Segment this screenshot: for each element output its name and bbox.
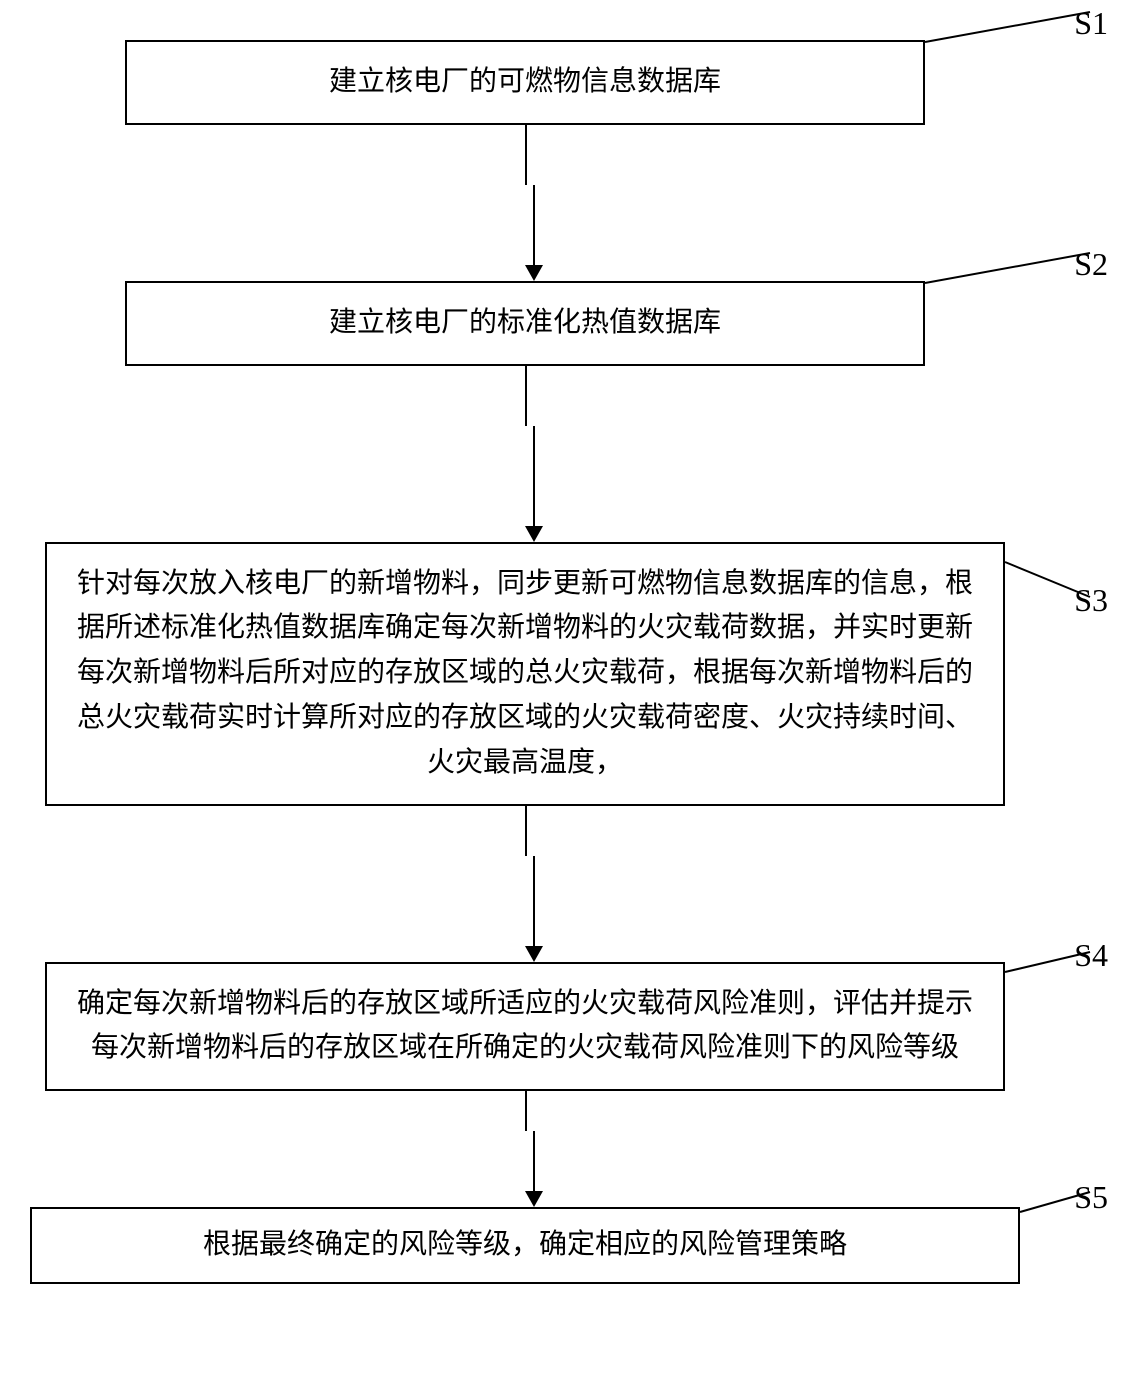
arrow-2 (525, 426, 543, 542)
step-row-s4: 确定每次新增物料后的存放区域所适应的火灾载荷风险准则，评估并提示每次新增物料后的… (30, 962, 1118, 1092)
step-box-s5: 根据最终确定的风险等级，确定相应的风险管理策略 (30, 1207, 1020, 1284)
arrow-3 (525, 856, 543, 962)
step-row-s3: 针对每次放入核电厂的新增物料，同步更新可燃物信息数据库的信息，根据所述标准化热值… (30, 542, 1118, 806)
step-box-s2: 建立核电厂的标准化热值数据库 (125, 281, 925, 366)
arrow-4 (525, 1131, 543, 1207)
connector-line-2 (525, 366, 527, 426)
step-text-s5: 根据最终确定的风险等级，确定相应的风险管理策略 (203, 1229, 847, 1260)
step-text-s3: 针对每次放入核电厂的新增物料，同步更新可燃物信息数据库的信息，根据所述标准化热值… (77, 568, 973, 778)
step-row-s1: 建立核电厂的可燃物信息数据库 S1 (30, 40, 1118, 125)
step-row-s2: 建立核电厂的标准化热值数据库 S2 (30, 281, 1118, 366)
connector-line-1 (525, 125, 527, 185)
step-box-s4: 确定每次新增物料后的存放区域所适应的火灾载荷风险准则，评估并提示每次新增物料后的… (45, 962, 1005, 1092)
step-label-s5: S5 (1074, 1179, 1108, 1216)
step-text-s1: 建立核电厂的可燃物信息数据库 (329, 66, 721, 97)
step-box-s1: 建立核电厂的可燃物信息数据库 (125, 40, 925, 125)
step-label-s2: S2 (1074, 246, 1108, 283)
step-text-s4: 确定每次新增物料后的存放区域所适应的火灾载荷风险准则，评估并提示每次新增物料后的… (77, 988, 973, 1064)
flowchart-container: 建立核电厂的可燃物信息数据库 S1 建立核电厂的标准化热值数据库 S2 针对每次… (30, 40, 1118, 1284)
step-label-s4: S4 (1074, 937, 1108, 974)
connector-line-3 (525, 806, 527, 856)
arrow-1 (525, 185, 543, 281)
step-text-s2: 建立核电厂的标准化热值数据库 (329, 307, 721, 338)
step-box-s3: 针对每次放入核电厂的新增物料，同步更新可燃物信息数据库的信息，根据所述标准化热值… (45, 542, 1005, 806)
step-label-s1: S1 (1074, 5, 1108, 42)
step-row-s5: 根据最终确定的风险等级，确定相应的风险管理策略 S5 (30, 1207, 1118, 1284)
connector-line-4 (525, 1091, 527, 1131)
step-label-s3: S3 (1074, 582, 1108, 619)
